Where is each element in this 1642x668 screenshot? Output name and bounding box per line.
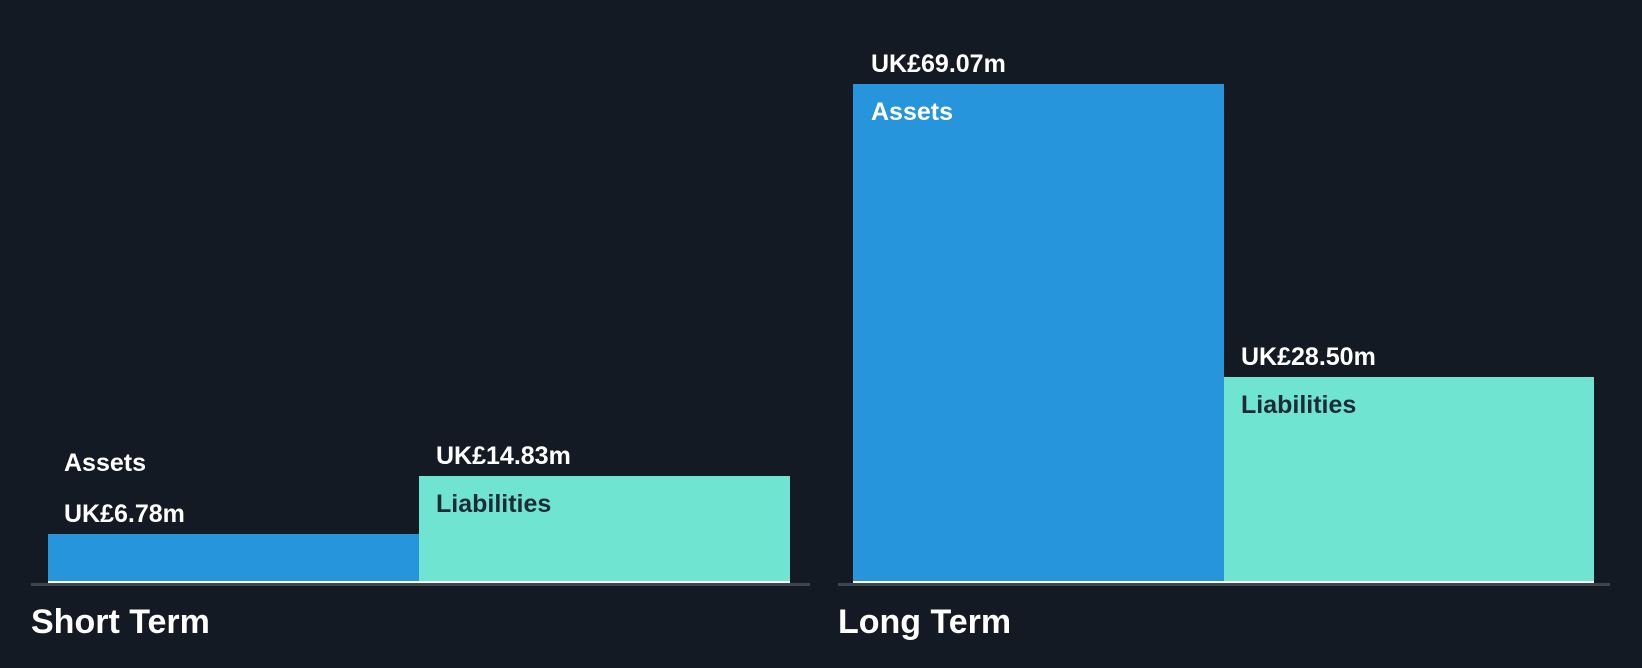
long-term-assets-label: Assets [871,98,953,126]
long-term-liabilities-value: UK£28.50m [1241,343,1376,371]
short-term-liabilities-label: Liabilities [436,490,552,518]
long-term-assets-value: UK£69.07m [871,50,1006,78]
short-term-assets-bar[interactable] [48,534,419,583]
long-term-assets-bar[interactable] [853,84,1224,583]
short-term-title: Short Term [31,603,210,641]
long-term-axis-line [838,583,1610,586]
short-term-assets-value: UK£6.78m [64,500,185,528]
short-term-liabilities-value: UK£14.83m [436,442,571,470]
short-term-liabilities-bar[interactable] [419,476,790,583]
short-term-assets-label: Assets [64,449,146,477]
long-term-liabilities-label: Liabilities [1241,391,1357,419]
long-term-title: Long Term [838,603,1012,641]
long-term-liabilities-bar[interactable] [1224,377,1594,583]
short-term-axis-line [31,583,810,586]
